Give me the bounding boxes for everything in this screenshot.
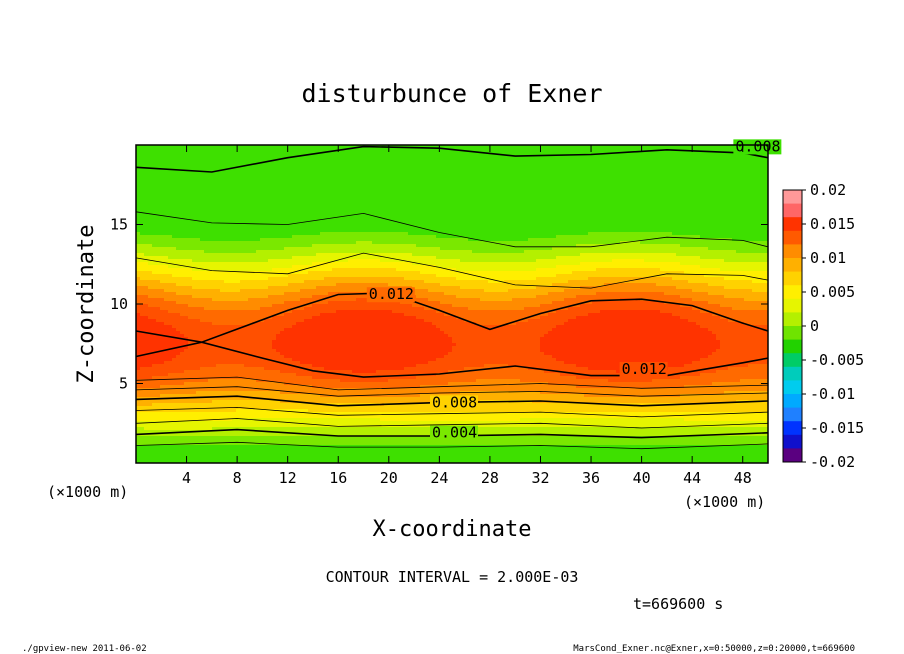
contour-label: 0.012	[366, 285, 415, 303]
contour-line	[135, 292, 769, 344]
x-tick-label: 32	[531, 469, 549, 487]
x-axis-ticks: 4 8 12 16 20 24 28 32 36 40 44 48	[182, 145, 752, 487]
colorbar-swatch	[783, 271, 802, 286]
colorbar-tick-label: -0.015	[810, 419, 864, 437]
colorbar-swatch	[783, 230, 802, 245]
contour-label-bg	[430, 395, 478, 411]
colorbar-swatch	[783, 407, 802, 422]
y-tick-label: 10	[110, 295, 128, 313]
contour-label-bg	[366, 287, 415, 303]
colorbar-tick-label: 0.02	[810, 181, 846, 199]
colorbar-swatch	[783, 434, 802, 449]
colorbar-swatch	[783, 298, 802, 313]
x-tick-label: 4	[182, 469, 191, 487]
colorbar-swatch	[783, 326, 802, 341]
contour-interval-note: CONTOUR INTERVAL = 2.000E-03	[326, 568, 579, 586]
colorbar-swatch	[783, 448, 802, 463]
colorbar-swatch	[783, 244, 802, 259]
contour-label: 0.004	[430, 424, 478, 442]
x-tick-label: 48	[734, 469, 752, 487]
colorbar-tick-label: -0.005	[810, 351, 864, 369]
colorbar-swatch	[783, 312, 802, 327]
contour-label-text: 0.012	[622, 360, 667, 378]
colorbar-tick-label: 0.015	[810, 215, 855, 233]
x-axis-label: X-coordinate	[373, 517, 532, 542]
contour-line	[135, 211, 769, 248]
colorbar-swatch	[783, 339, 802, 354]
y-tick-label: 5	[119, 375, 128, 393]
contour-plot-area: 0.008 0.012 0.012 0.008 0.004	[135, 137, 782, 464]
x-tick-label: 16	[329, 469, 347, 487]
x-unit-left: (×1000 m)	[47, 483, 128, 501]
contour-line	[135, 376, 769, 391]
contour-label-text: 0.004	[432, 424, 477, 442]
chart-title: disturbunce of Exner	[301, 79, 602, 108]
x-tick-label: 20	[380, 469, 398, 487]
contour-label-text: 0.008	[432, 393, 477, 411]
colorbar: 0.02 0.015 0.01 0.005 0 -0.005 -0.01 -0.015 -0.0…	[782, 181, 864, 471]
y-axis-label: Z-coordinate	[74, 225, 99, 384]
colorbar-swatch	[783, 366, 802, 381]
y-tick-label: 15	[110, 216, 128, 234]
contour-line	[135, 441, 769, 450]
x-tick-label: 8	[233, 469, 242, 487]
x-unit-right: (×1000 m)	[684, 493, 765, 511]
x-tick-label: 24	[430, 469, 448, 487]
contour-label-bg	[619, 361, 668, 377]
colorbar-tick-label: 0.01	[810, 249, 846, 267]
colorbar-swatch	[783, 258, 802, 273]
footer-right: MarsCond_Exner.nc@Exner,x=0:50000,z=0:20…	[573, 644, 855, 654]
x-tick-label: 28	[481, 469, 499, 487]
contour-line	[135, 252, 769, 289]
colorbar-swatch	[783, 380, 802, 395]
colorbar-swatch	[783, 394, 802, 409]
colorbar-swatch	[783, 203, 802, 218]
contour-label: 0.012	[619, 360, 668, 378]
colorbar-swatch	[783, 190, 802, 205]
contour-label: 0.008	[430, 393, 478, 411]
contour-line	[135, 418, 769, 429]
x-tick-label: 44	[683, 469, 701, 487]
time-stamp: t=669600 s	[633, 595, 723, 613]
colorbar-swatch	[783, 421, 802, 436]
x-tick-label: 40	[633, 469, 651, 487]
x-tick-label: 36	[582, 469, 600, 487]
x-tick-label: 12	[279, 469, 297, 487]
colorbar-tick-label: -0.02	[810, 453, 855, 471]
colorbar-tick-label: 0.005	[810, 283, 855, 301]
footer-left: ./gpview-new 2011-06-02	[22, 644, 147, 654]
contour-line	[135, 386, 769, 397]
contour-line	[135, 145, 769, 173]
contour-label-text: 0.012	[369, 285, 414, 303]
contour-label-text: 0.008	[735, 137, 780, 155]
colorbar-tick-label: 0	[810, 317, 819, 335]
colorbar-tick-label: -0.01	[810, 385, 855, 403]
contour-label: 0.008	[733, 137, 782, 155]
colorbar-swatch	[783, 353, 802, 368]
contour-line	[135, 341, 769, 378]
contour-line	[135, 406, 769, 418]
colorbar-swatch	[783, 285, 802, 300]
colorbar-swatch	[783, 217, 802, 232]
y-axis-ticks: 5 10 15	[110, 216, 768, 393]
contour-label-bg	[733, 139, 782, 155]
contour-label-bg	[430, 425, 478, 441]
